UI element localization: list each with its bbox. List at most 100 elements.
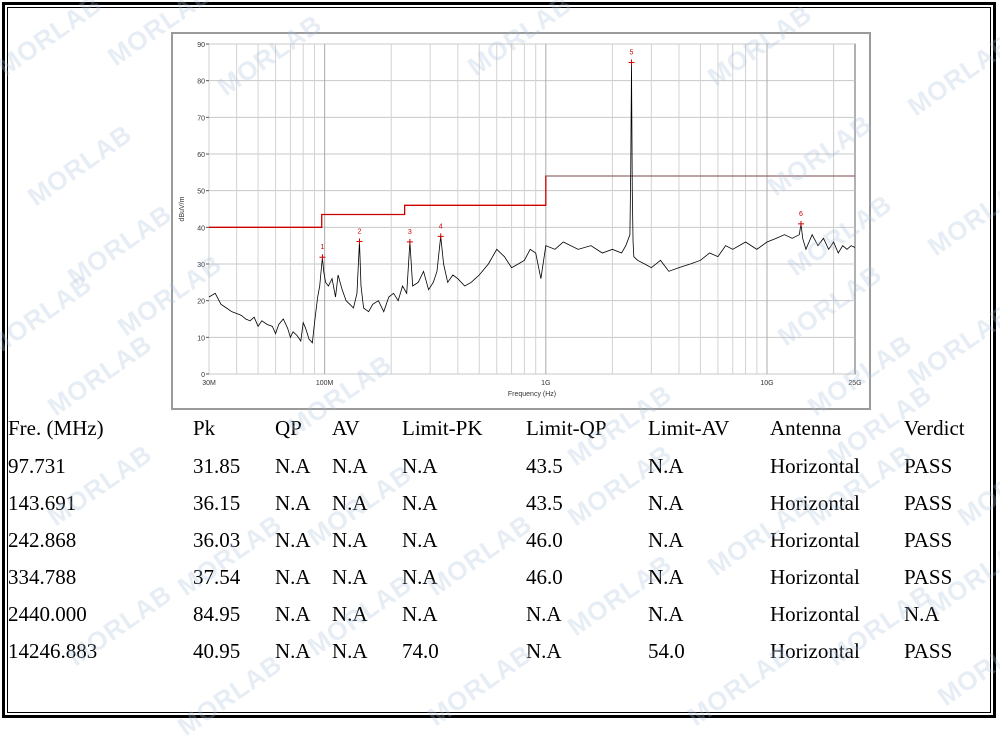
cell-pk: 84.95 xyxy=(193,602,241,626)
header-av: AV xyxy=(332,415,360,440)
table-row: 143.691 36.15 N.A N.A N.A 43.5 N.A Horiz… xyxy=(8,485,990,522)
cell-limit-pk: N.A xyxy=(402,454,438,478)
table-row: 334.788 37.54 N.A N.A N.A 46.0 N.A Horiz… xyxy=(8,559,990,596)
y-tick-label: 80 xyxy=(197,79,205,86)
cell-qp: N.A xyxy=(275,491,311,515)
header-verdict: Verdict xyxy=(904,415,965,440)
cell-frequency: 143.691 xyxy=(8,491,77,515)
cell-qp: N.A xyxy=(275,602,311,626)
table-row: 97.731 31.85 N.A N.A N.A 43.5 N.A Horizo… xyxy=(8,448,990,485)
marker-label: 4 xyxy=(439,223,443,230)
table-row: 242.868 36.03 N.A N.A N.A 46.0 N.A Horiz… xyxy=(8,522,990,559)
cell-limit-pk: N.A xyxy=(402,602,438,626)
y-tick-label: 60 xyxy=(197,152,205,159)
cell-limit-av: N.A xyxy=(648,602,684,626)
x-tick-label: 30M xyxy=(202,380,216,387)
marker-label: 3 xyxy=(408,229,412,236)
cell-qp: N.A xyxy=(275,565,311,589)
y-tick-label: 0 xyxy=(201,372,205,379)
cell-antenna: Horizontal xyxy=(770,565,860,589)
y-tick-label: 50 xyxy=(197,189,205,196)
report-frame: 0 10 20 30 40 50 60 70 80 90 30M 100M 1G 10G 25G dBuV/m… xyxy=(2,2,996,718)
results-table: Fre. (MHz) Pk QP AV Limit-PK Limit-QP Li… xyxy=(8,408,990,670)
marker-label: 5 xyxy=(630,50,634,57)
cell-limit-av: N.A xyxy=(648,491,684,515)
header-limit-pk: Limit-PK xyxy=(402,415,483,440)
cell-limit-av: N.A xyxy=(648,565,684,589)
marker-label: 6 xyxy=(799,211,803,218)
marker-label: 1 xyxy=(320,244,324,251)
emission-chart-svg: 0 10 20 30 40 50 60 70 80 90 30M 100M 1G 10G 25G dBuV/m… xyxy=(171,32,871,410)
plot-area xyxy=(208,43,856,375)
cell-verdict: PASS xyxy=(904,454,953,478)
y-tick-label: 40 xyxy=(197,225,205,232)
cell-limit-qp: N.A xyxy=(526,602,562,626)
cell-limit-qp: N.A xyxy=(526,639,562,663)
table-row: 2440.000 84.95 N.A N.A N.A N.A N.A Horiz… xyxy=(8,596,990,633)
header-limit-qp: Limit-QP xyxy=(526,415,607,440)
cell-limit-av: N.A xyxy=(648,528,684,552)
table-row: 14246.883 40.95 N.A N.A 74.0 N.A 54.0 Ho… xyxy=(8,633,990,670)
cell-verdict: N.A xyxy=(904,602,940,626)
cell-antenna: Horizontal xyxy=(770,602,860,626)
cell-qp: N.A xyxy=(275,454,311,478)
cell-limit-av: 54.0 xyxy=(648,639,685,663)
cell-limit-qp: 46.0 xyxy=(526,565,563,589)
cell-verdict: PASS xyxy=(904,491,953,515)
cell-verdict: PASS xyxy=(904,639,953,663)
header-qp: QP xyxy=(275,415,302,440)
cell-av: N.A xyxy=(332,454,368,478)
cell-pk: 36.15 xyxy=(193,491,241,515)
x-axis-label: Frequency (Hz) xyxy=(508,391,556,398)
cell-antenna: Horizontal xyxy=(770,639,860,663)
cell-frequency: 14246.883 xyxy=(8,639,98,663)
cell-av: N.A xyxy=(332,602,368,626)
y-tick-label: 30 xyxy=(197,262,205,269)
y-tick-label: 20 xyxy=(197,299,205,306)
cell-av: N.A xyxy=(332,491,368,515)
header-antenna: Antenna xyxy=(770,415,842,440)
cell-limit-qp: 46.0 xyxy=(526,528,563,552)
cell-pk: 37.54 xyxy=(193,565,241,589)
cell-verdict: PASS xyxy=(904,528,953,552)
cell-limit-qp: 43.5 xyxy=(526,491,563,515)
marker-label: 2 xyxy=(358,228,362,235)
x-tick-label: 10G xyxy=(760,380,773,387)
cell-antenna: Horizontal xyxy=(770,491,860,515)
cell-frequency: 2440.000 xyxy=(8,602,87,626)
x-tick-label: 100M xyxy=(316,380,334,387)
cell-limit-qp: 43.5 xyxy=(526,454,563,478)
cell-qp: N.A xyxy=(275,528,311,552)
cell-pk: 31.85 xyxy=(193,454,241,478)
table-header-row: Fre. (MHz) Pk QP AV Limit-PK Limit-QP Li… xyxy=(8,408,990,448)
cell-frequency: 334.788 xyxy=(8,565,77,589)
emission-chart: 0 10 20 30 40 50 60 70 80 90 30M 100M 1G 10G 25G dBuV/m… xyxy=(171,32,871,410)
cell-av: N.A xyxy=(332,565,368,589)
cell-limit-av: N.A xyxy=(648,454,684,478)
cell-av: N.A xyxy=(332,639,368,663)
x-tick-label: 1G xyxy=(541,380,550,387)
cell-av: N.A xyxy=(332,528,368,552)
cell-limit-pk: N.A xyxy=(402,528,438,552)
y-tick-label: 70 xyxy=(197,115,205,122)
y-tick-label: 10 xyxy=(197,335,205,342)
header-limit-av: Limit-AV xyxy=(648,415,730,440)
header-pk: Pk xyxy=(193,415,216,440)
cell-frequency: 242.868 xyxy=(8,528,77,552)
cell-limit-pk: N.A xyxy=(402,565,438,589)
cell-limit-pk: 74.0 xyxy=(402,639,439,663)
header-frequency: Fre. (MHz) xyxy=(8,415,104,440)
cell-limit-pk: N.A xyxy=(402,491,438,515)
cell-antenna: Horizontal xyxy=(770,528,860,552)
cell-qp: N.A xyxy=(275,639,311,663)
cell-antenna: Horizontal xyxy=(770,454,860,478)
limit-line-qp xyxy=(209,175,855,228)
cell-frequency: 97.731 xyxy=(8,454,66,478)
cell-pk: 40.95 xyxy=(193,639,241,663)
report-inner-border: 0 10 20 30 40 50 60 70 80 90 30M 100M 1G 10G 25G dBuV/m… xyxy=(7,7,991,713)
y-tick-label: 90 xyxy=(197,42,205,49)
emission-trace xyxy=(208,62,856,344)
y-axis-label: dBuV/m xyxy=(179,196,186,221)
cell-verdict: PASS xyxy=(904,565,953,589)
cell-pk: 36.03 xyxy=(193,528,241,552)
